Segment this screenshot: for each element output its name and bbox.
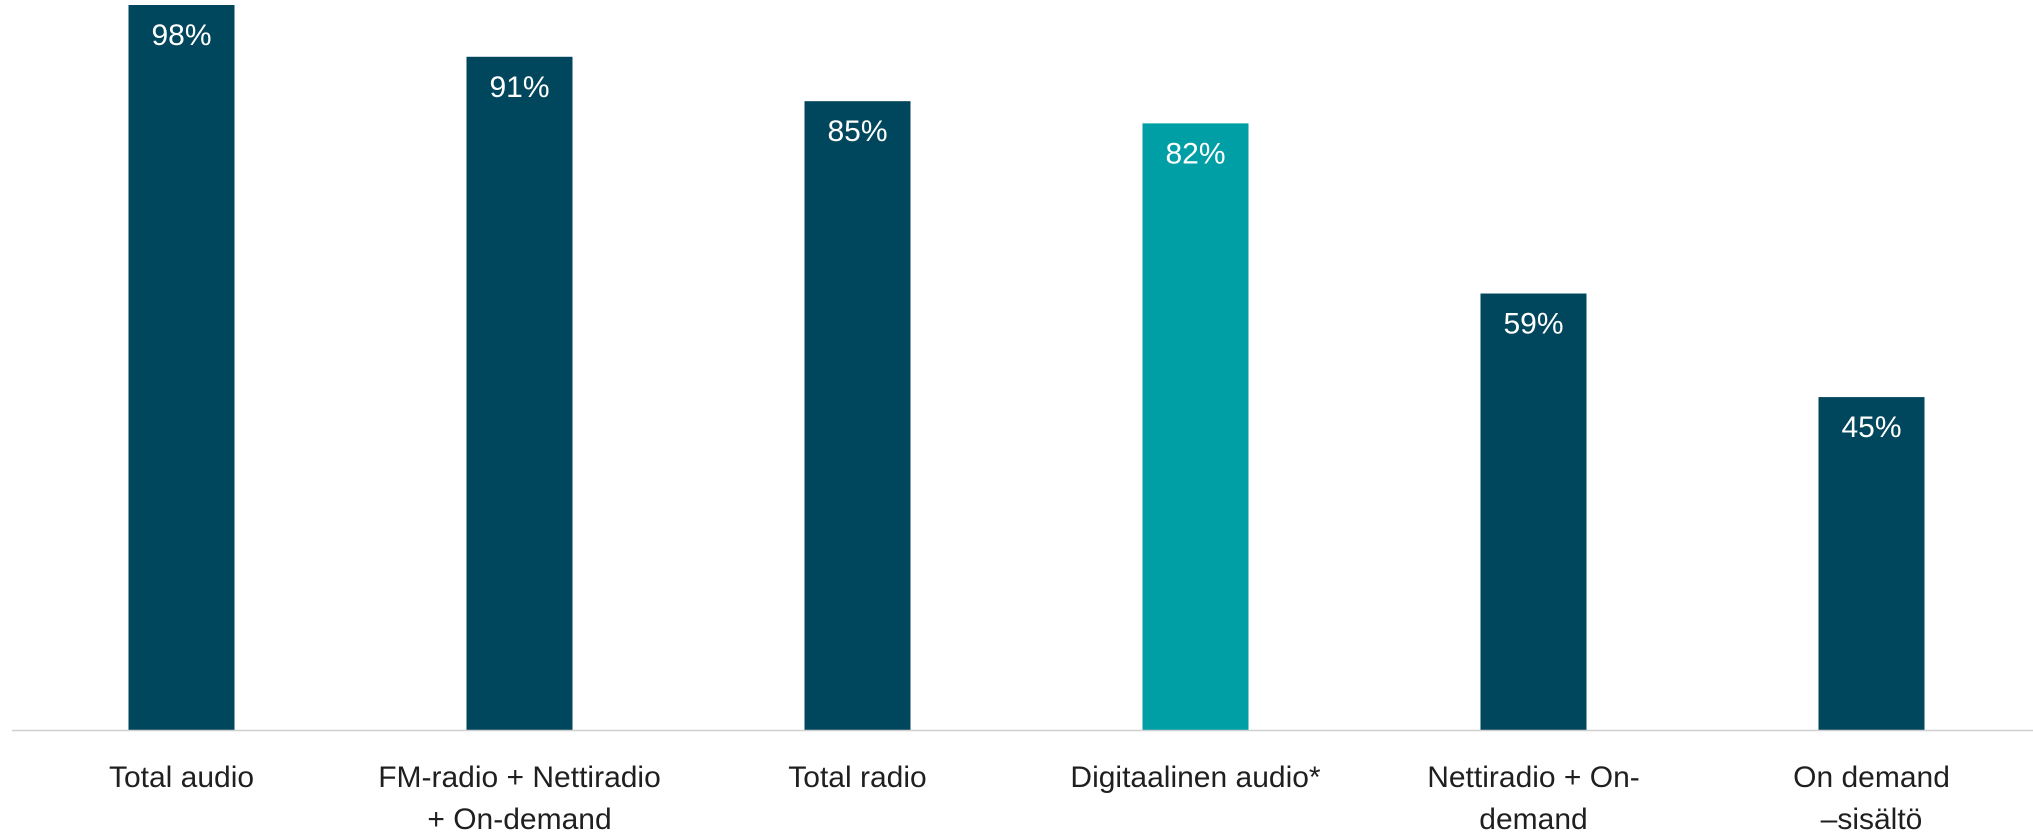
bar-6	[1818, 397, 1925, 730]
category-label-line: demand	[1479, 803, 1587, 835]
bars-group	[128, 5, 1925, 731]
value-labels-group: 98% 91% 85% 82% 59% 45%	[151, 19, 1901, 444]
category-label-line: Digitaalinen audio*	[1070, 761, 1321, 794]
category-label-line: On demand	[1793, 761, 1950, 794]
category-label-3: Total radio	[788, 761, 926, 794]
category-label-line: FM-radio + Nettiradio	[378, 761, 661, 794]
category-label-6: On demand –sisältö	[1793, 761, 1950, 835]
bar-5	[1480, 293, 1587, 730]
bar-value-label-4: 82%	[1165, 137, 1225, 170]
bar-value-label-6: 45%	[1841, 411, 1901, 444]
category-label-2: FM-radio + Nettiradio + On-demand	[378, 761, 661, 835]
bar-value-label-5: 59%	[1503, 308, 1563, 341]
bar-2	[466, 56, 573, 731]
category-label-line: –sisältö	[1821, 803, 1923, 835]
bar-value-label-1: 98%	[151, 19, 211, 52]
bar-value-label-2: 91%	[489, 71, 549, 104]
bar-3	[804, 101, 911, 731]
category-label-line: Total radio	[788, 761, 926, 794]
category-label-line: + On-demand	[427, 803, 611, 835]
bar-1	[128, 5, 235, 730]
category-labels-group: Total audio FM-radio + Nettiradio + On-dem…	[109, 761, 1950, 835]
bar-value-label-3: 85%	[827, 115, 887, 148]
category-label-line: Total audio	[109, 761, 254, 794]
category-label-line: Nettiradio + On-	[1427, 761, 1640, 794]
category-label-1: Total audio	[109, 761, 254, 794]
category-label-4: Digitaalinen audio*	[1070, 761, 1321, 794]
bar-4	[1142, 123, 1249, 730]
category-label-5: Nettiradio + On-demand	[1427, 761, 1640, 835]
